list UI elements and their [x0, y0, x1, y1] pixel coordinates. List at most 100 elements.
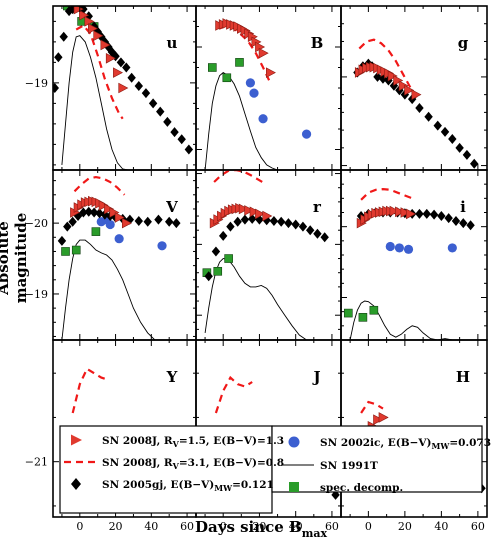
sn2005gj-point: [95, 208, 104, 219]
sn2005gj-point: [84, 206, 93, 217]
dashed-curve-2008J-rv31: [360, 400, 384, 414]
sn2008j-point: [114, 212, 125, 223]
y-tick-label: −21: [25, 456, 48, 469]
dashed-curve-2008J-rv31: [358, 38, 419, 100]
sn2008j-point: [393, 75, 404, 86]
sn2008j-point: [104, 203, 115, 215]
sn2008j-point: [118, 82, 129, 94]
sn2005gj-point: [218, 230, 228, 241]
sn1991t-template-curve: [61, 239, 156, 340]
sn2005gj-point: [163, 116, 172, 127]
sn2008j-point: [100, 39, 111, 51]
sn2005gj-point: [127, 72, 136, 83]
panel-B: B: [195, 5, 342, 171]
x-tick-label: 0: [365, 520, 372, 533]
sn2005gj-point: [172, 218, 181, 229]
sn2005gj-point: [313, 228, 322, 239]
dashed-curve-2008J-rv31: [75, 24, 124, 120]
legend-circle-icon: [288, 436, 300, 448]
sn2005gj-point: [57, 235, 67, 246]
sn2008j-point: [400, 207, 411, 218]
sn2005gj-point: [170, 127, 179, 138]
sn2005gj-point: [444, 213, 453, 224]
sn2008j-point: [70, 6, 71, 7]
legend-box-left: [59, 425, 273, 514]
x-tick-label: 0: [220, 520, 227, 533]
sn2008j-point: [395, 206, 406, 218]
sn2002ic-point: [157, 241, 167, 251]
sn2008j-point: [244, 205, 255, 216]
sn2005gj-point: [470, 158, 479, 169]
sn2005gj-point: [298, 221, 308, 232]
y-tick-label: −20: [25, 217, 48, 230]
x-tick-label: 40: [434, 520, 448, 533]
sn2008j-point: [255, 208, 266, 220]
y-tick-label: −19: [25, 77, 48, 90]
sn2008j-point: [387, 70, 398, 82]
band-label: B: [311, 34, 324, 52]
sn2005gj-point: [154, 214, 163, 225]
band-label: J: [311, 368, 320, 386]
x-tick-label: 40: [144, 520, 158, 533]
sn2005gj-point: [211, 246, 221, 257]
spec-decomp-point: [369, 305, 379, 315]
x-tick-label: 60: [325, 520, 339, 533]
sn2005gj-point: [451, 216, 461, 226]
sn2005gj-point: [433, 120, 442, 131]
sn2002ic-point: [447, 243, 457, 253]
x-tick-label: 20: [109, 520, 123, 533]
sn2005gj-point: [429, 209, 439, 220]
panel-i: i: [340, 169, 488, 341]
dashed-curve-2008J-rv31: [213, 170, 266, 185]
panel-g: g: [340, 5, 488, 171]
sn2005gj-point: [184, 144, 194, 155]
sn2002ic-point: [394, 243, 404, 253]
sn2005gj-point: [459, 218, 468, 229]
spec-decomp-point: [343, 308, 353, 318]
sn1991t-template-curve: [61, 35, 129, 170]
sn2005gj-point: [54, 52, 63, 63]
panel-frame: [195, 169, 342, 341]
plot-area-g: [353, 38, 479, 169]
plot-area-B: [204, 18, 312, 170]
sn1991t-template-curve: [349, 300, 453, 340]
sn2005gj-point: [455, 142, 464, 153]
spec-decomp-point: [71, 245, 81, 255]
panel-r: r: [195, 169, 342, 341]
plot-area-u: [53, 6, 194, 170]
sn2005gj-point: [269, 216, 279, 226]
spec-decomp-point: [235, 58, 244, 67]
legend-square-icon: [289, 482, 299, 492]
legend-triangle-icon: [71, 434, 82, 446]
sn2008j-point: [266, 67, 276, 78]
panel-frame: [52, 169, 197, 341]
sn2005gj-point: [276, 216, 286, 227]
sn2002ic-point: [403, 244, 414, 254]
sn2008j-point: [406, 208, 416, 220]
x-tick-label: 20: [252, 520, 266, 533]
dashed-curve-2008J-rv31: [360, 187, 413, 201]
sn2008j-point: [93, 30, 104, 42]
sn2008j-point: [98, 200, 109, 211]
sn2005gj-point: [59, 31, 68, 42]
sn2002ic-point: [258, 114, 268, 124]
band-label: i: [460, 198, 466, 216]
sn2005gj-point: [424, 111, 433, 122]
sn2008j-point: [373, 414, 384, 425]
sn2008j-point: [398, 80, 409, 92]
band-label: H: [456, 368, 470, 386]
sn2005gj-point: [320, 232, 329, 243]
sn2005gj-point: [164, 216, 174, 227]
x-axis-label: Days since Bmax: [195, 518, 327, 540]
sn2002ic-point: [301, 129, 312, 139]
sn2005gj-point: [448, 133, 457, 144]
spec-decomp-point: [61, 247, 70, 256]
sn2005gj-point: [305, 225, 315, 236]
x-tick-label: 0: [76, 520, 83, 533]
sn2008j-point: [404, 84, 415, 96]
sn2005gj-point: [53, 83, 59, 93]
sn2005gj-point: [134, 80, 143, 91]
sn2005gj-point: [415, 102, 424, 113]
sn2002ic-point: [114, 234, 124, 244]
sn2005gj-point: [148, 98, 158, 109]
